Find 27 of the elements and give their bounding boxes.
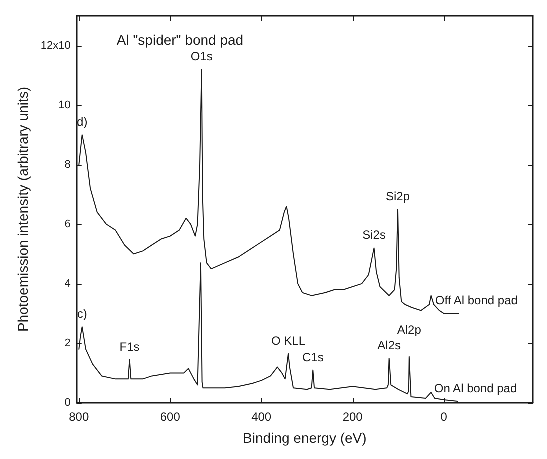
annotation: Al2s <box>378 338 401 352</box>
annotation: Si2p <box>386 190 410 204</box>
x-tick-label: 600 <box>160 410 181 424</box>
y-axis-title: Photoemission intensity (arbitrary units) <box>15 86 31 332</box>
annotation: d) <box>77 115 88 130</box>
text: Al "spider" bond pad <box>116 32 244 48</box>
annotation: c) <box>77 307 88 322</box>
y-tick-label: 6 <box>64 218 71 230</box>
y-tick-label: 4 <box>64 278 71 290</box>
y-tick-label: 0 <box>64 397 71 409</box>
x-tick-label: 200 <box>342 410 364 424</box>
series-label: Off Al bond pad <box>435 294 518 308</box>
y-tick-label: 10 <box>58 99 71 112</box>
annotation: Al2p <box>397 322 422 337</box>
annotation: O1s <box>190 50 213 64</box>
annotation: O KLL <box>272 334 306 348</box>
y-tick-label: 8 <box>64 158 71 171</box>
series-label: On Al bond pad <box>434 382 518 396</box>
x-tick-label: 0 <box>440 410 448 424</box>
y-tick-label: 2 <box>64 337 71 350</box>
annotation: F1s <box>120 340 140 354</box>
annotation: Si2s <box>362 228 386 242</box>
annotation: C1s <box>302 350 324 364</box>
x-tick-label: 800 <box>69 410 90 424</box>
x-axis-title: Binding energy (eV) <box>243 430 367 446</box>
x-tick-label: 400 <box>252 410 272 424</box>
y-tick-label: 12x10 <box>40 40 71 52</box>
